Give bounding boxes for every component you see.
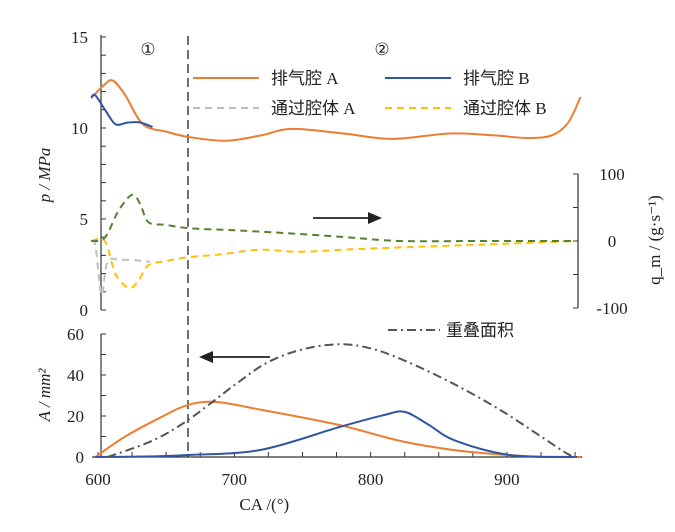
a-tick-label: 40 (67, 366, 84, 385)
x-tick-label: 800 (358, 470, 384, 489)
arrow-left-head (199, 351, 213, 363)
x-axis-label: CA /(°) (239, 495, 289, 514)
x-tick-label: 700 (222, 470, 248, 489)
region-label-2: ② (374, 40, 389, 59)
top-series-line-2 (90, 239, 150, 297)
a-tick-label: 20 (67, 407, 84, 426)
legend-exhaust-a-label: 排气腔 A (271, 69, 339, 88)
p-tick-label: 15 (71, 28, 88, 47)
top-series-line-4 (90, 193, 576, 243)
legend-through-a-label: 通过腔体 A (271, 99, 356, 118)
p-tick-label: 0 (80, 301, 89, 320)
top-series-line-3 (90, 237, 576, 289)
q-tick-label: 100 (599, 165, 625, 184)
legend-through-b-label: 通过腔体 B (463, 99, 547, 118)
q-tick-label: 0 (608, 232, 617, 251)
bottom-series-line-0 (94, 400, 582, 459)
a-axis-label: A / mm² (35, 368, 54, 423)
p-tick-label: 10 (71, 119, 88, 138)
a-tick-label: 60 (67, 325, 84, 344)
x-tick-label: 900 (494, 470, 520, 489)
q-axis-label: q_m / (g·s⁻¹) (645, 195, 664, 285)
p-axis-label: p / MPa (35, 148, 54, 204)
bottom-series-line-1 (95, 410, 576, 458)
q-tick-label: -100 (596, 299, 627, 318)
x-tick-label: 600 (85, 470, 111, 489)
arrow-right-head (368, 212, 382, 224)
legend-overlap-label: 重叠面积 (446, 321, 514, 340)
top-series-line-1 (90, 93, 153, 129)
legend-exhaust-b-label: 排气腔 B (463, 69, 530, 88)
top-series-line-0 (90, 79, 582, 142)
a-tick-label: 0 (76, 448, 85, 467)
p-tick-label: 5 (80, 210, 89, 229)
bottom-series-line-2 (107, 343, 583, 459)
region-label-1: ① (140, 40, 155, 59)
